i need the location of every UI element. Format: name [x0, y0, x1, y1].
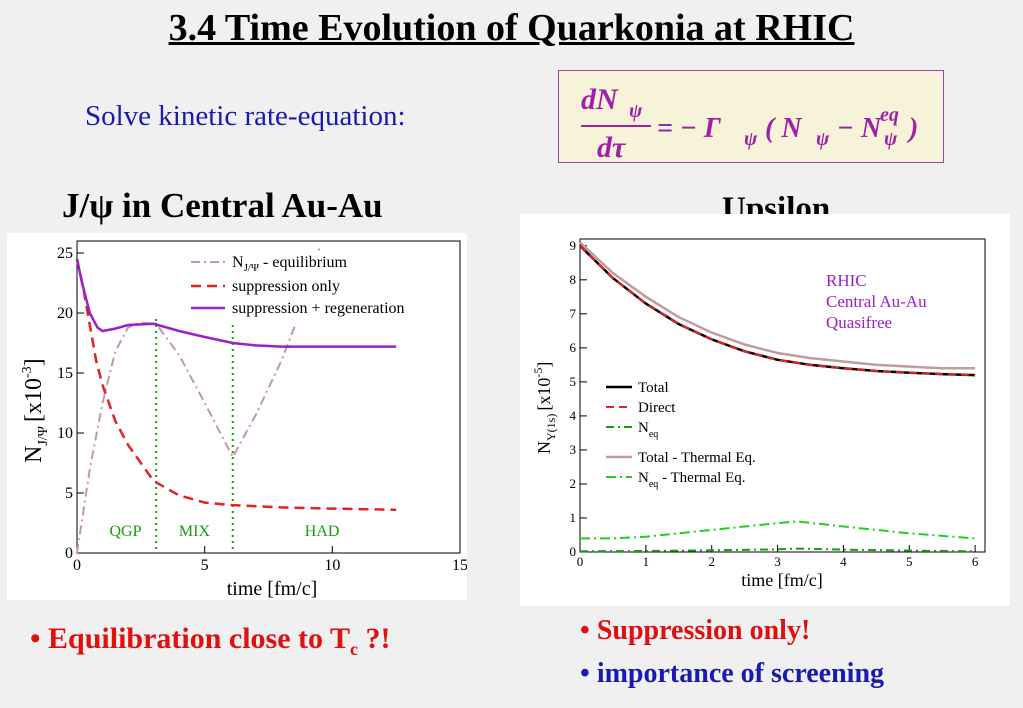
upsilon-ylabel-unit: [x10: [534, 378, 554, 411]
upsilon-ytick-label: 9: [570, 238, 577, 253]
upsilon-ytick-label: 8: [570, 272, 577, 287]
eq-gamma: = − Γ: [657, 113, 722, 144]
upsilon-ylabel-main: N: [534, 441, 554, 454]
upsilon-xtick-label: 3: [774, 554, 781, 569]
upsilon-ytick-label: 1: [570, 510, 577, 525]
jpsi-ylabel-close: ]: [21, 358, 47, 366]
jpsi-xtick-label: 5: [201, 557, 209, 574]
upsilon-series-direct: [579, 245, 976, 377]
upsilon-xtick-label: 6: [972, 554, 979, 569]
upsilon-annotation-line: Quasifree: [826, 313, 892, 332]
jpsi-ytick-label: 15: [57, 365, 73, 382]
bullet-equilibration-tail: ?!: [358, 622, 391, 655]
jpsi-ylabel-exp: -3: [20, 366, 35, 378]
upsilon-legend-direct: Direct: [638, 400, 676, 416]
intro-text: Solve kinetic rate-equation:: [85, 100, 406, 132]
eq-neq-sub: ψ: [884, 128, 898, 150]
bullet-char: •: [580, 658, 590, 689]
upsilon-legend-neq_th: Neq - Thermal Eq.: [638, 470, 746, 490]
eq-numerator: dN: [581, 83, 619, 116]
jpsi-ytick-label: 20: [57, 305, 73, 322]
jpsi-series-regeneration: [75, 258, 397, 348]
jpsi-legend-regeneration: suppression + regeneration: [232, 300, 405, 317]
eq-denominator: dτ: [597, 131, 627, 164]
bullet-char: •: [30, 622, 41, 655]
jpsi-plot-frame: [76, 240, 461, 554]
upsilon-series-total_th: [579, 241, 976, 370]
jpsi-ytick-label: 10: [57, 425, 73, 442]
upsilon-ytick-label: 6: [570, 340, 577, 355]
jpsi-ylabel: NJ/Ψ [x10-3]: [20, 358, 51, 463]
bullet-suppression-text: Suppression only!: [596, 615, 811, 646]
jpsi-xtick-label: 10: [324, 557, 340, 574]
eq-minus-n: − N: [837, 113, 883, 144]
bullet-equilibration-text: Equilibration close to T: [48, 622, 351, 655]
jpsi-chart: 0 5 10 15 0 5 10 15 20 25 QGP MIX HAD NJ/Ψ - equili…: [20, 240, 468, 600]
upsilon-annotation-line: Central Au-Au: [826, 292, 927, 311]
jpsi-phase-label: HAD: [305, 523, 340, 540]
upsilon-legend-total_th: Total - Thermal Eq.: [638, 450, 756, 466]
bullet-suppression: • Suppression only!: [580, 615, 810, 647]
upsilon-ytick-label: 5: [570, 374, 577, 389]
upsilon-xtick-label: 2: [708, 554, 715, 569]
eq-paren-n: ( N: [765, 113, 803, 144]
bullet-equilibration-sub: c: [350, 639, 359, 659]
upsilon-ytick-label: 3: [570, 442, 577, 457]
jpsi-ytick-label: 0: [65, 545, 73, 562]
upsilon-xtick-label: 4: [840, 554, 847, 569]
rate-equation: dN ψ dτ = − Γ ψ ( N ψ − N ψ eq ): [581, 83, 918, 164]
bullet-char: •: [580, 615, 590, 646]
jpsi-ytick-label: 25: [57, 245, 73, 262]
equation-box: dN ψ dτ = − Γ ψ ( N ψ − N ψ eq ): [558, 70, 944, 164]
jpsi-ylabel-unit: [x10: [21, 378, 47, 422]
jpsi-xtick-label: 15: [452, 557, 467, 574]
jpsi-legend-equilibrium: NJ/Ψ - equilibrium: [232, 254, 348, 274]
jpsi-xtick-label: 0: [73, 557, 81, 574]
upsilon-chart-panel: 0 1 2 3 4 5 6 0 1 2 3 4 5 6 7 8 9 Total Direct Neq Total - …: [520, 214, 1010, 606]
jpsi-xlabel: time [fm/c]: [227, 578, 318, 600]
jpsi-series-equilibrium: [76, 246, 321, 554]
upsilon-ylabel-sub: Υ(1s): [544, 414, 558, 441]
jpsi-chart-panel: 0 5 10 15 0 5 10 15 20 25 QGP MIX HAD NJ/Ψ - equili…: [7, 233, 468, 600]
upsilon-ylabel-exp: -5: [531, 368, 545, 378]
slide-title: 3.4 Time Evolution of Quarkonia at RHIC: [168, 7, 855, 49]
svg-text:NJ/Ψ[x10-3]: NJ/Ψ [x10-3]: [20, 358, 51, 463]
upsilon-chart: 0 1 2 3 4 5 6 0 1 2 3 4 5 6 7 8 9 Total Direct Neq Total - …: [531, 238, 986, 590]
jpsi-phase-label: MIX: [179, 523, 211, 540]
jpsi-legend-suppression: suppression only: [232, 278, 340, 295]
upsilon-annotation-line: RHIC: [826, 271, 867, 290]
upsilon-ylabel: NΥ(1s) [x10-5]: [531, 362, 558, 454]
bullet-equilibration: • Equilibration close to Tc ?!: [30, 622, 391, 660]
jpsi-ytick-label: 5: [65, 485, 73, 502]
upsilon-ytick-label: 2: [570, 476, 577, 491]
jpsi-ylabel-main: N: [21, 446, 47, 463]
upsilon-xtick-label: 1: [643, 554, 650, 569]
eq-num-sub: ψ: [629, 100, 643, 122]
upsilon-xtick-label: 0: [577, 554, 584, 569]
eq-paren-close: ): [906, 113, 918, 144]
upsilon-xlabel: time [fm/c]: [741, 570, 822, 590]
jpsi-phase-label: QGP: [110, 523, 142, 540]
upsilon-ylabel-close: ]: [534, 362, 554, 368]
upsilon-legend-neq: Neq: [638, 420, 658, 440]
upsilon-ytick-label: 0: [570, 544, 577, 559]
upsilon-series-neq: [579, 547, 976, 553]
upsilon-series-neq_th: [580, 520, 976, 540]
upsilon-plot-frame: [579, 238, 986, 553]
bullet-screening: • importance of screening: [580, 658, 884, 690]
upsilon-xtick-label: 5: [906, 554, 913, 569]
eq-n-sub: ψ: [816, 128, 830, 150]
eq-neq-sup: eq: [880, 104, 899, 126]
upsilon-ytick-label: 7: [570, 306, 577, 321]
jpsi-ylabel-sub: J/Ψ: [36, 425, 51, 445]
jpsi-legend-bg: [185, 253, 447, 325]
bullet-screening-text: importance of screening: [596, 658, 885, 689]
upsilon-annotation: RHIC Central Au-Au Quasifree: [826, 271, 927, 332]
upsilon-legend-total: Total: [638, 380, 669, 396]
svg-text:NΥ(1s)[x10-5]: NΥ(1s) [x10-5]: [531, 362, 558, 454]
upsilon-ytick-label: 4: [570, 408, 577, 423]
eq-gamma-sub: ψ: [744, 128, 758, 150]
jpsi-panel-title: J/ψ in Central Au-Au: [62, 186, 383, 225]
